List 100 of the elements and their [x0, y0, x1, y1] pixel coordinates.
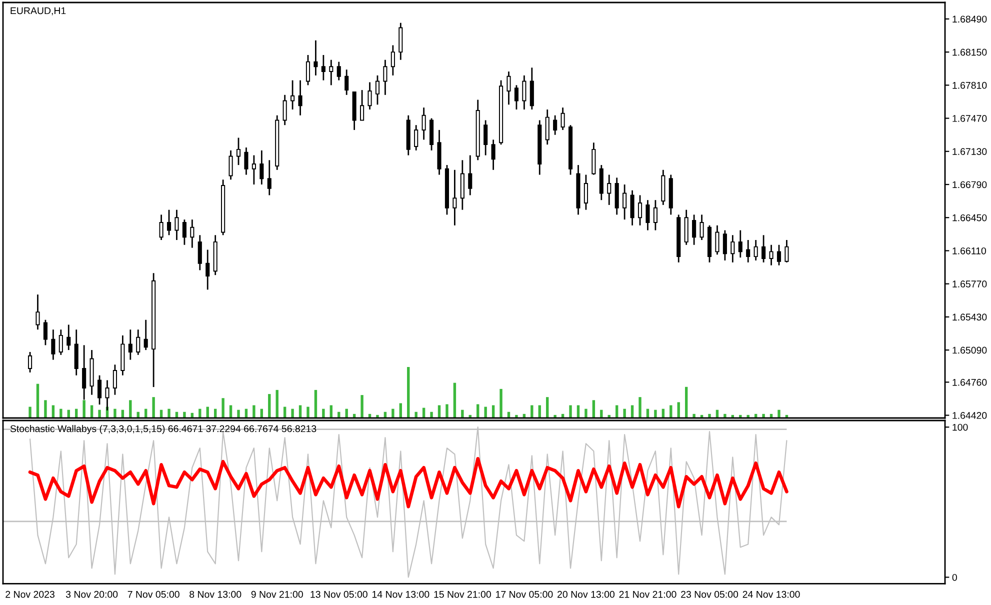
candlestick — [267, 159, 272, 196]
candlestick — [306, 54, 310, 86]
candlestick — [646, 199, 650, 231]
y-tick-label: 1.66110 — [952, 247, 986, 254]
candlestick — [468, 154, 472, 196]
bar — [584, 408, 588, 418]
candlestick — [228, 150, 233, 180]
candlestick — [414, 124, 418, 152]
bar — [229, 405, 232, 418]
bar — [298, 405, 302, 418]
bar — [677, 402, 680, 418]
bar — [90, 405, 94, 418]
bar — [654, 410, 657, 418]
bar — [708, 414, 711, 418]
x-tick-label: 15 Nov 21:00 — [434, 590, 491, 598]
candlestick — [36, 294, 40, 330]
candlestick — [174, 209, 179, 241]
candlestick — [97, 374, 102, 406]
candlestick — [190, 218, 194, 248]
x-tick-label: 7 Nov 05:00 — [128, 590, 180, 598]
bar — [600, 410, 603, 418]
candlestick — [360, 89, 364, 121]
bar — [360, 395, 364, 418]
bar — [623, 408, 626, 418]
candlestick — [344, 68, 349, 96]
candlestick — [166, 209, 172, 236]
x-tick-label: 9 Nov 21:00 — [251, 590, 303, 598]
bar — [630, 405, 634, 418]
bar — [322, 408, 325, 418]
candlestick — [769, 244, 774, 266]
y-tick-label: 1.66790 — [952, 181, 987, 188]
bar — [684, 386, 688, 418]
candlestick — [715, 224, 720, 256]
bar — [252, 405, 256, 418]
y-tick-label: 1.67470 — [952, 115, 987, 122]
bar — [114, 408, 116, 418]
candlestick — [236, 137, 241, 166]
candlestick — [653, 199, 658, 231]
x-tick-label: 14 Nov 13:00 — [372, 590, 430, 598]
y-tick-label: 1.68490 — [952, 16, 987, 23]
candlestick — [82, 344, 86, 400]
bar — [762, 414, 765, 418]
candlestick — [584, 174, 588, 211]
candlestick — [422, 106, 426, 140]
candlestick — [290, 80, 295, 110]
bar — [276, 390, 278, 418]
candlestick — [128, 328, 132, 360]
candlestick — [692, 214, 696, 246]
bar — [538, 405, 541, 418]
bar — [44, 400, 47, 418]
bar — [546, 397, 549, 418]
bar — [484, 406, 487, 418]
bar — [724, 414, 726, 418]
bar — [638, 397, 642, 418]
bar — [576, 405, 580, 418]
bar — [330, 405, 333, 418]
bar — [476, 404, 480, 418]
bar — [168, 408, 170, 418]
candlestick — [491, 139, 496, 171]
bar — [446, 404, 448, 418]
y-tick-label: 1.67130 — [952, 148, 987, 156]
candlestick — [738, 230, 742, 258]
candlestick — [522, 74, 526, 110]
x-tick-label: 13 Nov 05:00 — [310, 590, 368, 598]
candlestick — [754, 239, 758, 262]
candlestick — [638, 194, 642, 226]
bar — [52, 405, 55, 418]
candlestick — [244, 146, 248, 176]
bar — [554, 414, 556, 418]
candlestick — [260, 150, 264, 186]
y-tick-label: 1.67810 — [952, 82, 987, 89]
bar — [237, 410, 240, 418]
candlestick — [336, 61, 341, 81]
bar — [60, 408, 62, 418]
bar — [314, 390, 318, 418]
candlestick — [375, 74, 380, 106]
candlestick — [58, 328, 63, 356]
y-tick-label: 0 — [952, 574, 957, 581]
bar — [183, 412, 186, 418]
y-tick-label: 1.64760 — [952, 378, 987, 386]
chart-title: Stochastic Wallabys (7,3,3,0,1,5,15) 66.4671 37.2294 66.7674 56.8213 — [10, 424, 316, 434]
candlestick — [51, 328, 56, 360]
candlestick — [136, 328, 140, 356]
candlestick — [282, 94, 287, 126]
candlestick — [700, 214, 704, 241]
candlestick — [630, 190, 634, 226]
bar — [670, 405, 672, 418]
bar — [438, 405, 441, 418]
bar — [461, 410, 464, 418]
bar — [569, 405, 572, 418]
x-tick-label: 20 Nov 13:00 — [558, 590, 614, 598]
bar — [306, 406, 310, 418]
candlestick — [144, 319, 148, 351]
candlestick — [762, 234, 766, 264]
bar — [82, 400, 86, 418]
bar — [152, 397, 155, 418]
bar — [414, 412, 418, 418]
bar — [530, 405, 534, 418]
candlestick — [553, 114, 558, 136]
candlestick — [252, 154, 256, 186]
